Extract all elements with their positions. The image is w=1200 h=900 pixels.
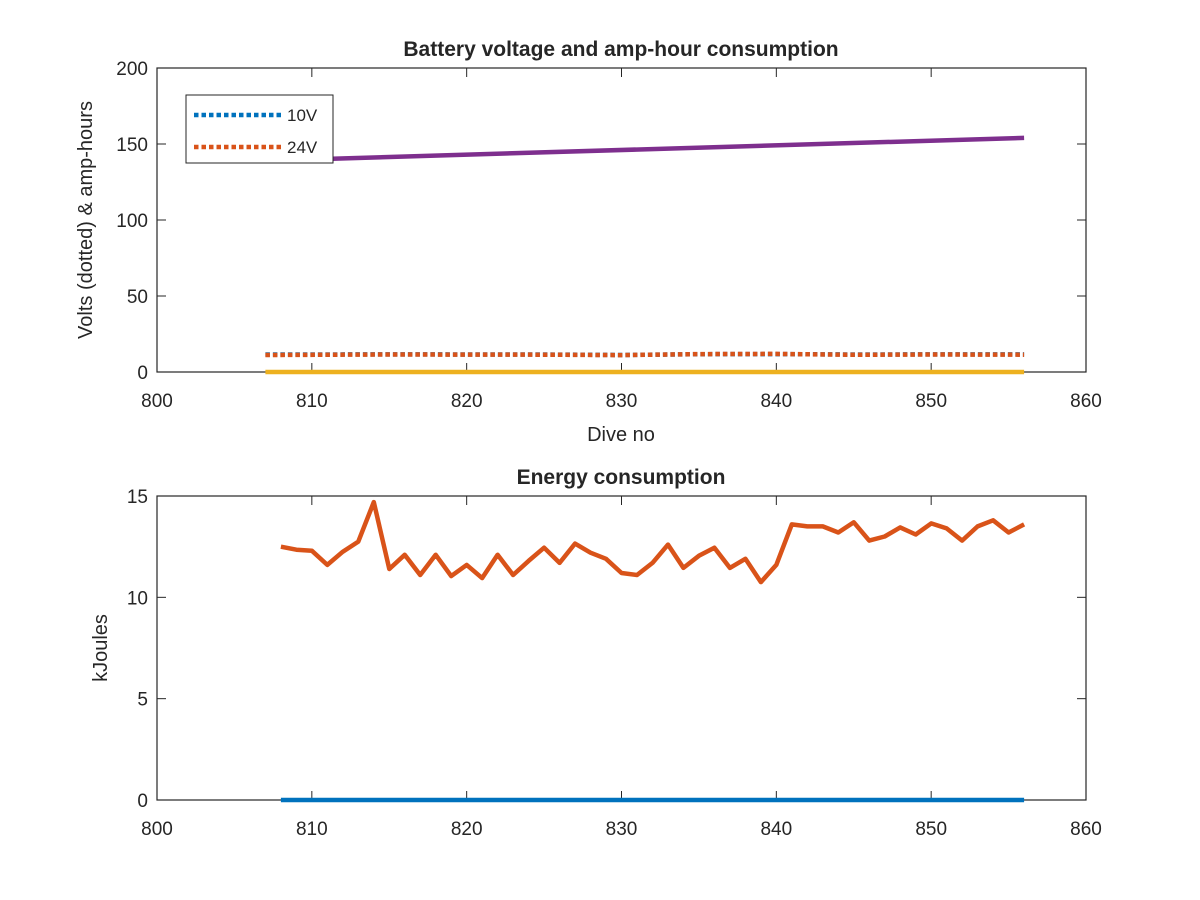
energy-y-tick-label: 10 — [127, 588, 148, 609]
energy-x-tick-label: 860 — [1070, 819, 1102, 840]
battery-y-tick-label: 150 — [116, 135, 148, 156]
energy-y-tick-label: 0 — [137, 791, 148, 812]
battery-chart: 800 810 820 830 840 850 860 0 50 100 150 200 10V 24V B… — [75, 38, 1102, 446]
battery-series-line-3 — [265, 135, 1025, 163]
energy-chart-ylabel: kJoules — [90, 614, 112, 682]
energy-chart-title: Energy consumption — [517, 466, 726, 489]
energy-y-tick-label: 15 — [127, 487, 148, 508]
energy-x-tick-label: 840 — [760, 819, 792, 840]
energy-x-tick-label: 830 — [606, 819, 638, 840]
energy-plot-area — [156, 495, 1087, 801]
battery-chart-title: Battery voltage and amp-hour consumption — [403, 38, 838, 61]
legend: 10V 24V — [185, 94, 334, 164]
battery-x-tick-label: 840 — [760, 391, 792, 412]
battery-x-tick-label: 830 — [606, 391, 638, 412]
battery-x-tick-label: 850 — [915, 391, 947, 412]
battery-chart-ylabel: Volts (dotted) & amp-hours — [75, 101, 97, 339]
energy-y-tick-label: 5 — [137, 690, 148, 711]
battery-x-tick-label: 800 — [141, 391, 173, 412]
battery-y-tick-label: 100 — [116, 211, 148, 232]
battery-y-tick-label: 200 — [116, 59, 148, 80]
battery-y-tick-label: 0 — [137, 363, 148, 384]
energy-x-tick-label: 850 — [915, 819, 947, 840]
battery-x-tick-label: 860 — [1070, 391, 1102, 412]
battery-series-24v — [265, 351, 1025, 358]
energy-x-tick-label: 810 — [296, 819, 328, 840]
battery-x-tick-label: 810 — [296, 391, 328, 412]
legend-label-10v: 10V — [287, 106, 318, 125]
energy-x-tick-label: 800 — [141, 819, 173, 840]
battery-x-tick-label: 820 — [451, 391, 483, 412]
legend-box — [185, 94, 334, 164]
energy-series-line-1 — [280, 499, 1026, 585]
battery-chart-xlabel: Dive no — [587, 424, 655, 446]
battery-y-tick-label: 50 — [127, 287, 148, 308]
energy-chart: 800 810 820 830 840 850 860 0 5 10 15 Energy consum… — [90, 466, 1102, 840]
energy-x-tick-label: 820 — [451, 819, 483, 840]
legend-label-24v: 24V — [287, 138, 318, 157]
